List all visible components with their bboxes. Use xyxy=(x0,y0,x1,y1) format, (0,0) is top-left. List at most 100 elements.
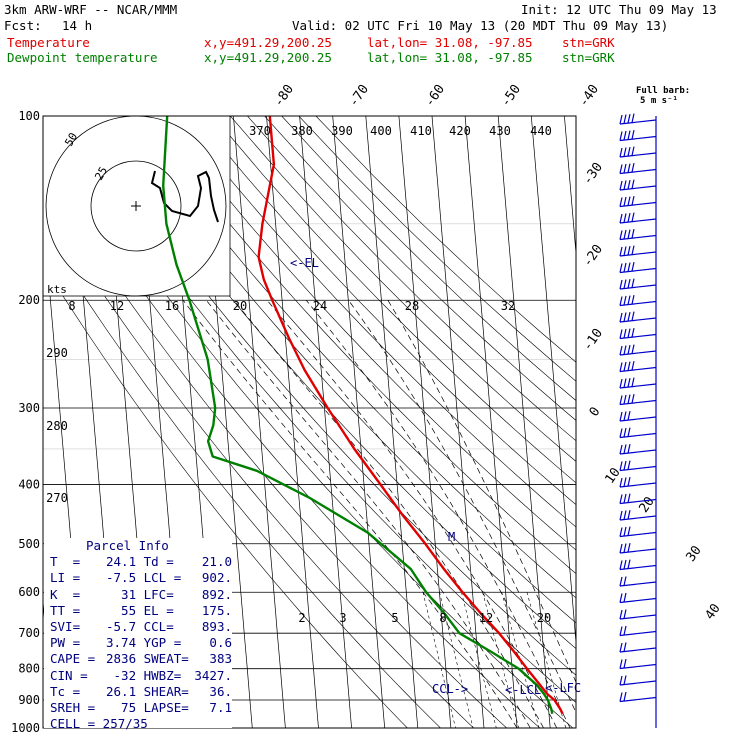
parcel-cell: 383 xyxy=(209,651,232,667)
hodograph: 25 50 kts xyxy=(42,115,231,297)
isotherm-50 xyxy=(598,116,650,728)
theta-label: 440 xyxy=(530,124,552,138)
theta-left-label: 290 xyxy=(46,346,68,360)
parcel-cell: YGP = xyxy=(136,635,182,651)
wind-barb xyxy=(619,576,657,587)
parcel-row: SVI= -5.7 CCL= 893. xyxy=(44,619,232,635)
parcel-cell: 31 xyxy=(121,586,137,602)
parcel-cell: -7.5 xyxy=(106,570,137,586)
mixing-ratio-label-lower: 3 xyxy=(339,611,346,625)
mixing-ratio-label: 24 xyxy=(313,299,327,313)
parcel-cell: 2836 xyxy=(106,651,137,667)
hodograph-trace xyxy=(150,170,219,223)
parcel-row: CAPE = 2836 SWEAT= 383 xyxy=(44,651,232,667)
isotherm-label: -60 xyxy=(422,82,448,110)
wind-barb xyxy=(619,559,657,571)
wind-barbs xyxy=(619,113,657,728)
parcel-cell: 36. xyxy=(209,683,232,699)
dry-adiabat-390 xyxy=(195,116,576,506)
dry-adiabat-300 xyxy=(43,117,574,728)
theta-left-label: 270 xyxy=(46,491,68,505)
el-marker: <-EL xyxy=(290,256,319,270)
wind-barb xyxy=(619,212,657,224)
parcel-row: TT = 55 EL = 175. xyxy=(44,603,232,619)
dry-adiabat-450 xyxy=(298,116,576,382)
moist-adiabat xyxy=(387,300,576,683)
wind-barb xyxy=(619,410,657,422)
mixing-ratio-label: 32 xyxy=(501,299,515,313)
pressure-label-100: 100 xyxy=(18,109,40,123)
moist-adiabat xyxy=(182,299,518,728)
wind-barb xyxy=(619,130,657,142)
pressure-label-600: 600 xyxy=(18,585,40,599)
parcel-cell: T = xyxy=(50,554,81,570)
wind-barb xyxy=(619,509,657,521)
wind-barb xyxy=(619,691,657,703)
pressure-label-700: 700 xyxy=(18,626,40,640)
parcel-cell: EL = xyxy=(136,602,174,618)
mixing-ratio-line xyxy=(422,592,456,728)
mixing-ratio-label: 8 xyxy=(68,299,75,313)
isotherm-20 xyxy=(497,116,551,728)
parcel-cell: HWBZ= xyxy=(136,667,182,683)
theta-label: 380 xyxy=(291,124,313,138)
theta-left-label: 280 xyxy=(46,419,68,433)
parcel-cell: 893. xyxy=(201,619,232,635)
isotherm-label: -40 xyxy=(576,82,602,110)
hodo-kts-label: kts xyxy=(47,283,67,296)
theta-label: 410 xyxy=(410,124,432,138)
moist-adiabat xyxy=(266,299,558,728)
parcel-cell: 24.1 xyxy=(106,554,137,570)
wind-barb xyxy=(619,311,657,323)
pressure-label-200: 200 xyxy=(18,293,40,307)
parcel-cell: CELL = 257/35 xyxy=(50,716,148,732)
isotherm--40 xyxy=(299,116,352,728)
hodo-ring-label: 50 xyxy=(62,131,80,149)
wind-barb xyxy=(619,675,657,686)
valid-time: Valid: 02 UTC Fri 10 May 13 (20 MDT Thu … xyxy=(292,18,669,33)
parcel-cell: 3427. xyxy=(194,667,232,683)
wind-barb xyxy=(619,526,657,538)
parcel-cell: CAPE = xyxy=(50,651,96,667)
isotherm-label: 20 xyxy=(636,494,657,515)
parcel-cell: TT = xyxy=(50,602,81,618)
isotherm-40 xyxy=(564,116,576,258)
pressure-label-1000: 1000 xyxy=(11,721,40,735)
mixing-ratio-label: 12 xyxy=(110,299,124,313)
dry-adiabat-430 xyxy=(264,116,576,421)
wind-barb xyxy=(619,146,657,158)
wind-barb xyxy=(619,592,657,604)
wind-barb xyxy=(619,245,657,257)
ccl-marker: CCL-> xyxy=(432,682,468,696)
dry-adiabat-370 xyxy=(161,116,576,551)
moist-adiabat xyxy=(206,299,531,728)
wind-barb xyxy=(619,262,657,274)
wind-barb xyxy=(619,377,657,389)
wind-barb xyxy=(619,328,657,340)
wind-barb xyxy=(619,460,657,472)
legend-temperature: Temperature xyxy=(7,35,90,50)
mixing-ratio-label-lower: 5 xyxy=(391,611,398,625)
wind-barb xyxy=(619,609,657,620)
parcel-row: SREH = 75 LAPSE= 7.1 xyxy=(44,700,232,716)
isotherm--10 xyxy=(398,116,452,728)
parcel-cell: 55 xyxy=(121,602,137,618)
dry-adiabat-410 xyxy=(230,116,576,462)
isotherm-0 xyxy=(431,116,485,728)
isotherm--30 xyxy=(332,116,386,728)
mixing-ratio-label-lower: 20 xyxy=(537,611,551,625)
wind-barb xyxy=(619,229,657,241)
dry-adiabat-420 xyxy=(247,116,576,442)
parcel-cell: PW = xyxy=(50,635,81,651)
parcel-cell: SREH = xyxy=(50,700,96,716)
moist-adiabat xyxy=(305,299,571,728)
parcel-cell: 75 xyxy=(121,700,137,716)
parcel-cell: -5.7 xyxy=(106,619,137,635)
dry-adiabat-290 xyxy=(43,144,540,728)
theta-label: 400 xyxy=(370,124,392,138)
parcel-row: Tc = 26.1 SHEAR= 36. xyxy=(44,684,232,700)
isotherm-label: -80 xyxy=(271,82,297,110)
lfc-marker: <-LFC xyxy=(545,681,581,695)
pressure-label-300: 300 xyxy=(18,401,40,415)
legend-dewpoint: Dewpoint temperature xyxy=(7,50,158,65)
